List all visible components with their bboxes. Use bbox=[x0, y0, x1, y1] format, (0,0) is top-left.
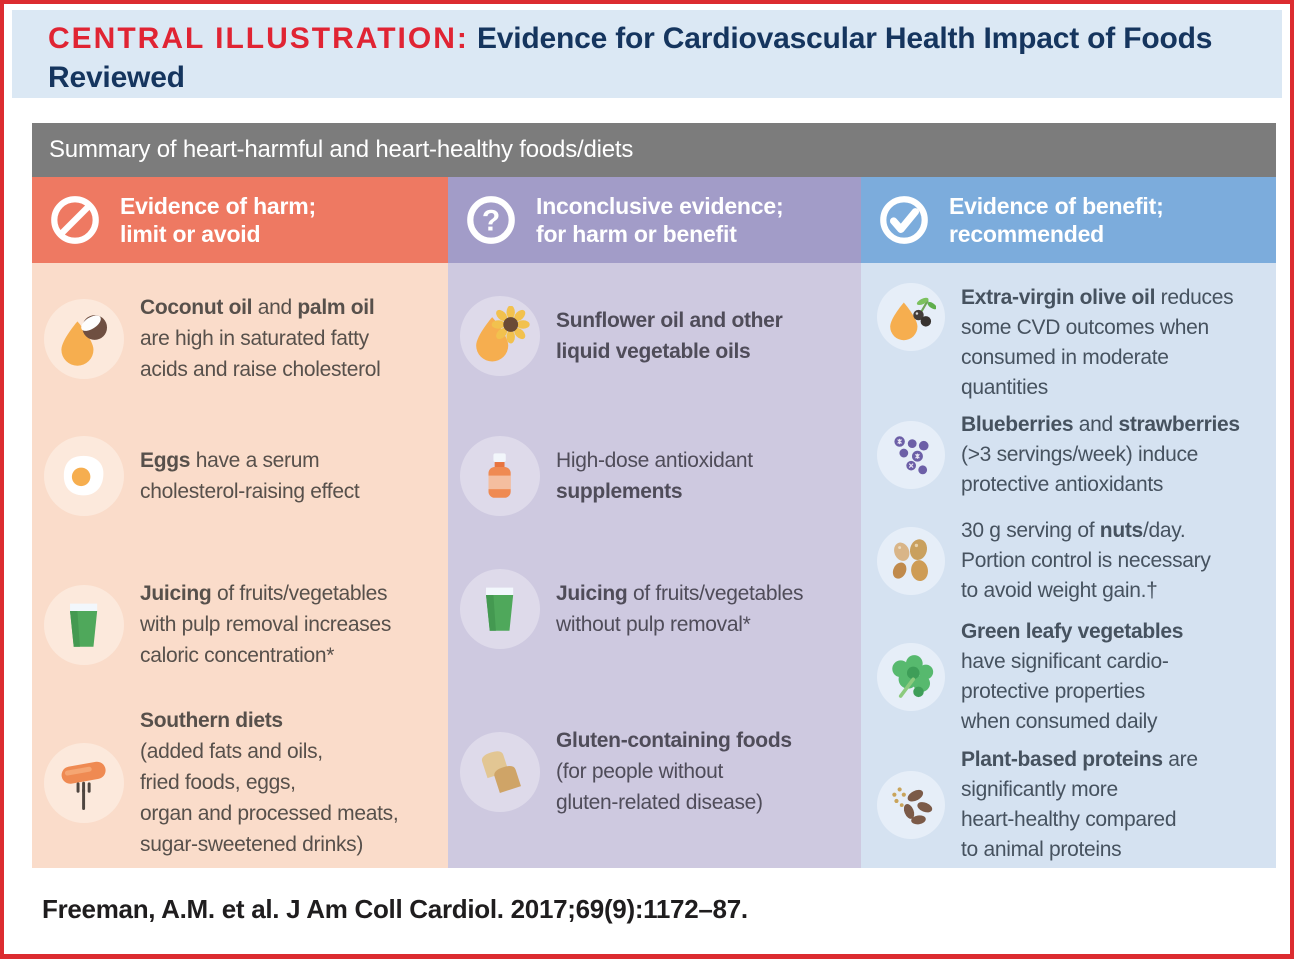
bread-slices-icon bbox=[460, 731, 540, 812]
item-text: Eggs have a serum cholesterol-raising eff… bbox=[140, 449, 360, 503]
summary-bar: Summary of heart-harmful and heart-healt… bbox=[32, 123, 1276, 177]
list-item: High-dose antioxidant supplements bbox=[448, 436, 861, 516]
summary-bar-label: Summary of heart-harmful and heart-healt… bbox=[49, 136, 634, 163]
list-item: Blueberries and strawberries (>3 servings… bbox=[861, 410, 1276, 500]
column-header-inconclusive: ? Inconclusive evidence; for harm or benef… bbox=[448, 177, 861, 263]
item-text: Extra-virgin olive oil reduces some CVD o… bbox=[961, 286, 1234, 399]
item-text: 30 g serving of nuts/day. Portion control… bbox=[961, 519, 1211, 602]
olive-oil-icon bbox=[877, 283, 945, 351]
item-text: Juicing of fruits/vegetables with pulp re… bbox=[140, 582, 392, 667]
prohibition-icon bbox=[46, 191, 104, 249]
item-text: Blueberries and strawberries (>3 servings… bbox=[961, 413, 1240, 496]
column-inconclusive: ? Inconclusive evidence; for harm or benef… bbox=[448, 177, 861, 868]
supplement-bottle-icon bbox=[460, 436, 540, 516]
column-benefit: Evidence of benefit; recommended Extra-vir… bbox=[861, 177, 1276, 868]
list-item: Coconut oil and palm oil are high in satu… bbox=[32, 292, 448, 385]
list-item: Gluten-containing foods (for people witho… bbox=[448, 725, 861, 818]
question-icon: ? bbox=[462, 191, 520, 249]
item-text: Gluten-containing foods (for people witho… bbox=[556, 729, 792, 814]
berries-icon bbox=[877, 421, 945, 489]
list-item: Sunflower oil and other liquid vegetable … bbox=[448, 296, 861, 376]
item-text: High-dose antioxidant supplements bbox=[556, 449, 753, 503]
list-item: Extra-virgin olive oil reduces some CVD o… bbox=[861, 283, 1276, 403]
juice-glass-icon bbox=[44, 584, 124, 665]
item-text: Juicing of fruits/vegetables without pulp… bbox=[556, 582, 804, 636]
sausage-fork-icon bbox=[44, 742, 124, 823]
column-body-benefit: Extra-virgin olive oil reduces some CVD o… bbox=[861, 263, 1276, 868]
item-text: Green leafy vegetables have significant c… bbox=[961, 620, 1184, 733]
column-header-label: Evidence of benefit; recommended bbox=[949, 193, 1164, 247]
check-icon bbox=[875, 191, 933, 249]
list-item: Juicing of fruits/vegetables without pulp… bbox=[448, 569, 861, 649]
sunflower-oil-icon bbox=[460, 296, 540, 376]
column-body-inconclusive: Sunflower oil and other liquid vegetable … bbox=[448, 263, 861, 868]
juice-glass-icon bbox=[460, 569, 540, 649]
nuts-icon bbox=[877, 527, 945, 595]
page-title: CENTRAL ILLUSTRATION: Evidence for Cardi… bbox=[12, 10, 1228, 97]
column-header-label: Evidence of harm; limit or avoid bbox=[120, 193, 316, 247]
list-item: Green leafy vegetables have significant c… bbox=[861, 617, 1276, 737]
title-prefix: CENTRAL ILLUSTRATION: bbox=[48, 22, 469, 55]
columns: Evidence of harm; limit or avoid Coconut o… bbox=[32, 177, 1276, 868]
item-text: Coconut oil and palm oil are high in satu… bbox=[140, 296, 381, 381]
item-text: Plant-based proteins are significantly mo… bbox=[961, 748, 1198, 861]
list-item: Juicing of fruits/vegetables with pulp re… bbox=[32, 578, 448, 671]
fried-egg-icon bbox=[44, 436, 124, 516]
column-harm: Evidence of harm; limit or avoid Coconut o… bbox=[32, 177, 448, 868]
plant-protein-icon bbox=[877, 771, 945, 839]
column-header-label: Inconclusive evidence; for harm or benefi… bbox=[536, 193, 784, 247]
list-item: Eggs have a serum cholesterol-raising eff… bbox=[32, 436, 448, 516]
list-item: Plant-based proteins are significantly mo… bbox=[861, 745, 1276, 865]
column-body-harm: Coconut oil and palm oil are high in satu… bbox=[32, 263, 448, 868]
figure-frame: CENTRAL ILLUSTRATION: Evidence for Cardi… bbox=[0, 0, 1294, 959]
leafy-greens-icon bbox=[877, 643, 945, 711]
citation: Freeman, A.M. et al. J Am Coll Cardiol. … bbox=[42, 894, 748, 924]
item-text: Sunflower oil and other liquid vegetable … bbox=[556, 309, 783, 363]
column-header-harm: Evidence of harm; limit or avoid bbox=[32, 177, 448, 263]
title-rest: Evidence for Cardiovascular Health Impac… bbox=[48, 22, 1213, 94]
coconut-oil-icon bbox=[44, 298, 124, 379]
title-band: CENTRAL ILLUSTRATION: Evidence for Cardi… bbox=[12, 10, 1282, 98]
svg-text:?: ? bbox=[482, 204, 500, 237]
column-header-benefit: Evidence of benefit; recommended bbox=[861, 177, 1276, 263]
item-text: Southern diets (added fats and oils, fried… bbox=[140, 709, 399, 856]
list-item: Southern diets (added fats and oils, fried… bbox=[32, 705, 448, 860]
list-item: 30 g serving of nuts/day. Portion control… bbox=[861, 516, 1276, 606]
